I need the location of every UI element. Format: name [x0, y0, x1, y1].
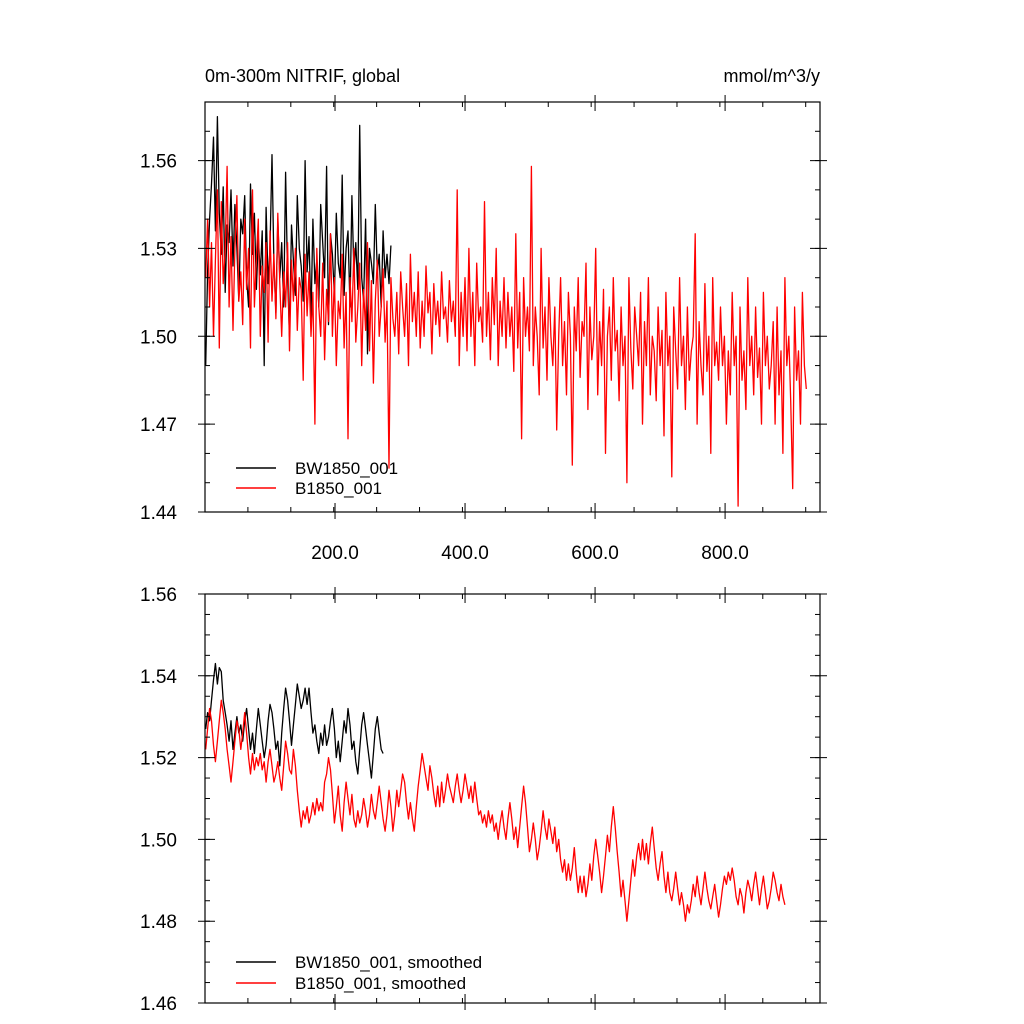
chart-nitrif-raw: 200.0 400.0 600.0 800.0 1.44 1.47 1.50 1.53 1.56…	[140, 66, 827, 564]
series-group	[205, 115, 807, 507]
y-tick-label: 1.44	[140, 503, 177, 524]
y-tick-label: 1.54	[140, 667, 177, 688]
y-tick-label: 1.48	[140, 912, 177, 933]
y-tick-label: 1.53	[140, 239, 177, 260]
legend-label: B1850_001	[295, 479, 382, 498]
series-line-bw1850-001	[205, 662, 384, 779]
legend-label: BW1850_001	[295, 459, 398, 478]
y-tick-label: 1.52	[140, 749, 177, 770]
chart-nitrif-smoothed: 1.46 1.48 1.50 1.52 1.54 1.56 BW1850_001, smoo…	[140, 585, 827, 1015]
series-line-b1850-001	[205, 699, 786, 922]
series-group	[205, 662, 786, 922]
y-tick-label: 1.50	[140, 327, 177, 348]
series-line-b1850-001	[205, 165, 807, 507]
y-tick-label: 1.56	[140, 585, 177, 606]
plot-frame	[204, 593, 821, 1004]
y-tick-label: 1.50	[140, 830, 177, 851]
x-tick-label: 600.0	[571, 543, 619, 564]
legend-label: BW1850_001, smoothed	[295, 953, 482, 972]
x-tick-label: 200.0	[311, 543, 359, 564]
chart-title: 0m-300m NITRIF, global	[205, 66, 400, 86]
x-tick-label: 800.0	[701, 543, 749, 564]
series-line-bw1850-001	[205, 115, 392, 367]
y-tick-label: 1.56	[140, 152, 177, 173]
y-tick-label: 1.46	[140, 994, 177, 1015]
y-tick-label: 1.47	[140, 415, 177, 436]
chart-units: mmol/m^3/y	[724, 66, 820, 86]
legend-label: B1850_001, smoothed	[295, 974, 466, 993]
x-tick-label: 400.0	[441, 543, 489, 564]
